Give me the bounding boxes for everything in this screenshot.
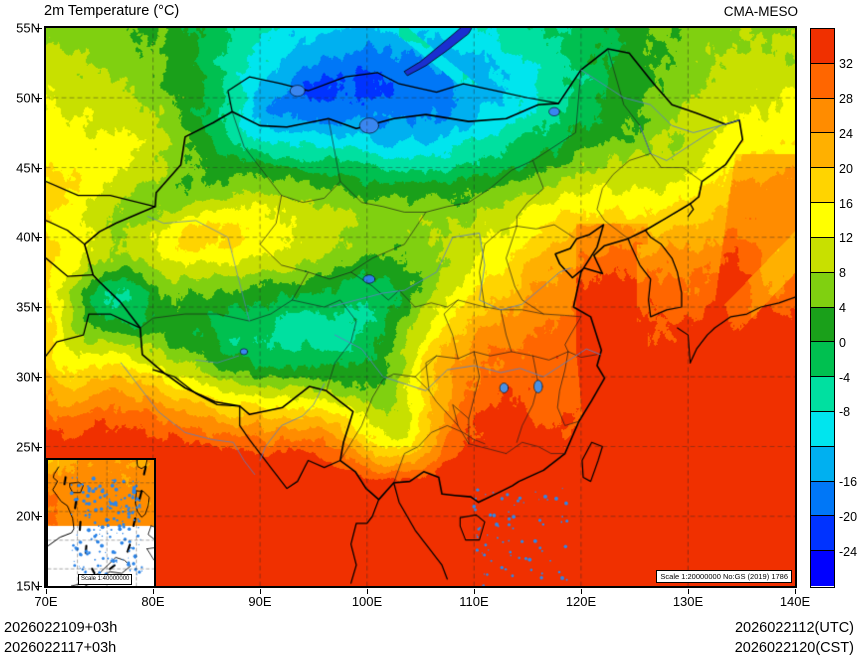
lon-tick-mark bbox=[795, 589, 796, 594]
lat-tick-label: 20N bbox=[16, 508, 40, 524]
lat-tick-label: 15N bbox=[16, 578, 40, 594]
lat-tick-mark bbox=[36, 586, 42, 587]
colorbar-swatch bbox=[811, 377, 834, 412]
lon-tick-label: 90E bbox=[248, 594, 272, 609]
lon-tick-mark bbox=[153, 589, 154, 594]
latitude-axis: 55N 50N 45N 40N 35N 30N 25N 20N 15N bbox=[0, 21, 42, 594]
lon-tick-mark bbox=[474, 589, 475, 594]
model-label: CMA-MESO bbox=[723, 4, 798, 19]
lon-tick-label: 70E bbox=[34, 594, 58, 609]
footer-init-time-utc: 2026022109+03h bbox=[4, 620, 118, 636]
lat-tick-label: 55N bbox=[16, 20, 40, 36]
colorbar-swatch bbox=[811, 98, 834, 134]
lon-tick-mark bbox=[367, 589, 368, 594]
colorbar-swatch bbox=[811, 168, 834, 204]
lat-tick-label: 25N bbox=[16, 439, 40, 454]
map-plot-area[interactable]: Scale 1:20000000 No:GS (2019) 1786 Scale… bbox=[44, 26, 797, 588]
south-china-sea-inset: Scale 1:40000000 bbox=[46, 458, 156, 586]
lat-tick-mark bbox=[36, 28, 42, 29]
lon-tick-mark bbox=[260, 589, 261, 594]
colorbar-tick-label: 0 bbox=[839, 335, 846, 350]
colorbar-swatch bbox=[811, 411, 834, 447]
lon-tick-label: 120E bbox=[565, 594, 597, 609]
colorbar-swatch bbox=[811, 481, 834, 517]
colorbar-swatch bbox=[811, 307, 834, 343]
colorbar-swatch bbox=[811, 342, 834, 378]
lat-tick-label: 40N bbox=[16, 229, 40, 245]
colorbar-swatch bbox=[811, 237, 834, 273]
footer-valid-time-utc: 2026022112(UTC) bbox=[734, 620, 854, 636]
colorbar-tick-label: 32 bbox=[839, 57, 853, 72]
inset-map-field bbox=[48, 460, 154, 586]
lon-tick-mark bbox=[46, 589, 47, 594]
lat-tick-label: 45N bbox=[16, 160, 40, 175]
colorbar-swatch bbox=[811, 203, 834, 238]
lat-tick-label: 50N bbox=[16, 90, 40, 106]
map-scale-label: Scale 1:20000000 No:GS (2019) 1786 bbox=[656, 570, 792, 583]
lon-tick-label: 110E bbox=[459, 594, 489, 609]
colorbar-tick-label: -24 bbox=[839, 544, 858, 559]
lon-tick-label: 130E bbox=[672, 594, 704, 609]
colorbar-legend[interactable]: 32 28 24 20 16 12 8 4 0 -4 -8 -16 -20 -24 bbox=[810, 28, 860, 588]
colorbar-tick-label: 24 bbox=[839, 126, 853, 141]
colorbar-swatch bbox=[811, 63, 834, 99]
colorbar-swatch bbox=[811, 446, 834, 482]
lon-tick-mark bbox=[688, 589, 689, 594]
longitude-axis: 70E 80E 90E 100E 110E 120E 130E 140E bbox=[34, 589, 810, 614]
inset-scale-label: Scale 1:40000000 bbox=[78, 574, 133, 585]
page-title: 2m Temperature (°C) bbox=[44, 3, 180, 19]
lat-tick-mark bbox=[36, 237, 42, 239]
temperature-field bbox=[46, 28, 795, 586]
lat-tick-mark bbox=[36, 516, 42, 518]
lon-tick-label: 80E bbox=[141, 594, 165, 609]
colorbar-tick-label: 4 bbox=[839, 301, 846, 315]
colorbar-swatch bbox=[811, 551, 834, 586]
colorbar-swatch bbox=[811, 516, 834, 552]
colorbar-tick-label: -8 bbox=[839, 405, 851, 420]
lat-tick-mark bbox=[36, 97, 42, 99]
colorbar-tick-label: -4 bbox=[839, 370, 851, 385]
colorbar-tick-label: -20 bbox=[839, 509, 858, 524]
colorbar-tick-label: 20 bbox=[839, 161, 853, 176]
lat-tick-label: 35N bbox=[16, 299, 40, 315]
colorbar-tick-label: 16 bbox=[839, 196, 853, 211]
colorbar-tick-label: 12 bbox=[839, 231, 853, 246]
footer-init-time-cst: 2026022117+03h bbox=[4, 640, 117, 656]
colorbar-swatch bbox=[811, 29, 834, 64]
lon-tick-label: 140E bbox=[779, 594, 811, 609]
lon-tick-label: 100E bbox=[351, 594, 383, 609]
lat-tick-mark bbox=[36, 446, 42, 448]
lon-tick-mark bbox=[581, 589, 582, 594]
colorbar-swatch bbox=[811, 133, 834, 169]
lat-tick-mark bbox=[36, 376, 42, 378]
colorbar-tick-label: -16 bbox=[839, 475, 858, 490]
lat-tick-label: 30N bbox=[16, 369, 40, 385]
colorbar-gradient bbox=[810, 28, 835, 588]
colorbar-tick-label: 8 bbox=[839, 266, 846, 281]
colorbar-swatch bbox=[811, 272, 834, 308]
lat-tick-mark bbox=[36, 167, 42, 169]
lat-tick-mark bbox=[36, 307, 42, 308]
footer-valid-time-cst: 2026022120(CST) bbox=[734, 640, 854, 656]
colorbar-tick-label: 28 bbox=[839, 92, 853, 107]
